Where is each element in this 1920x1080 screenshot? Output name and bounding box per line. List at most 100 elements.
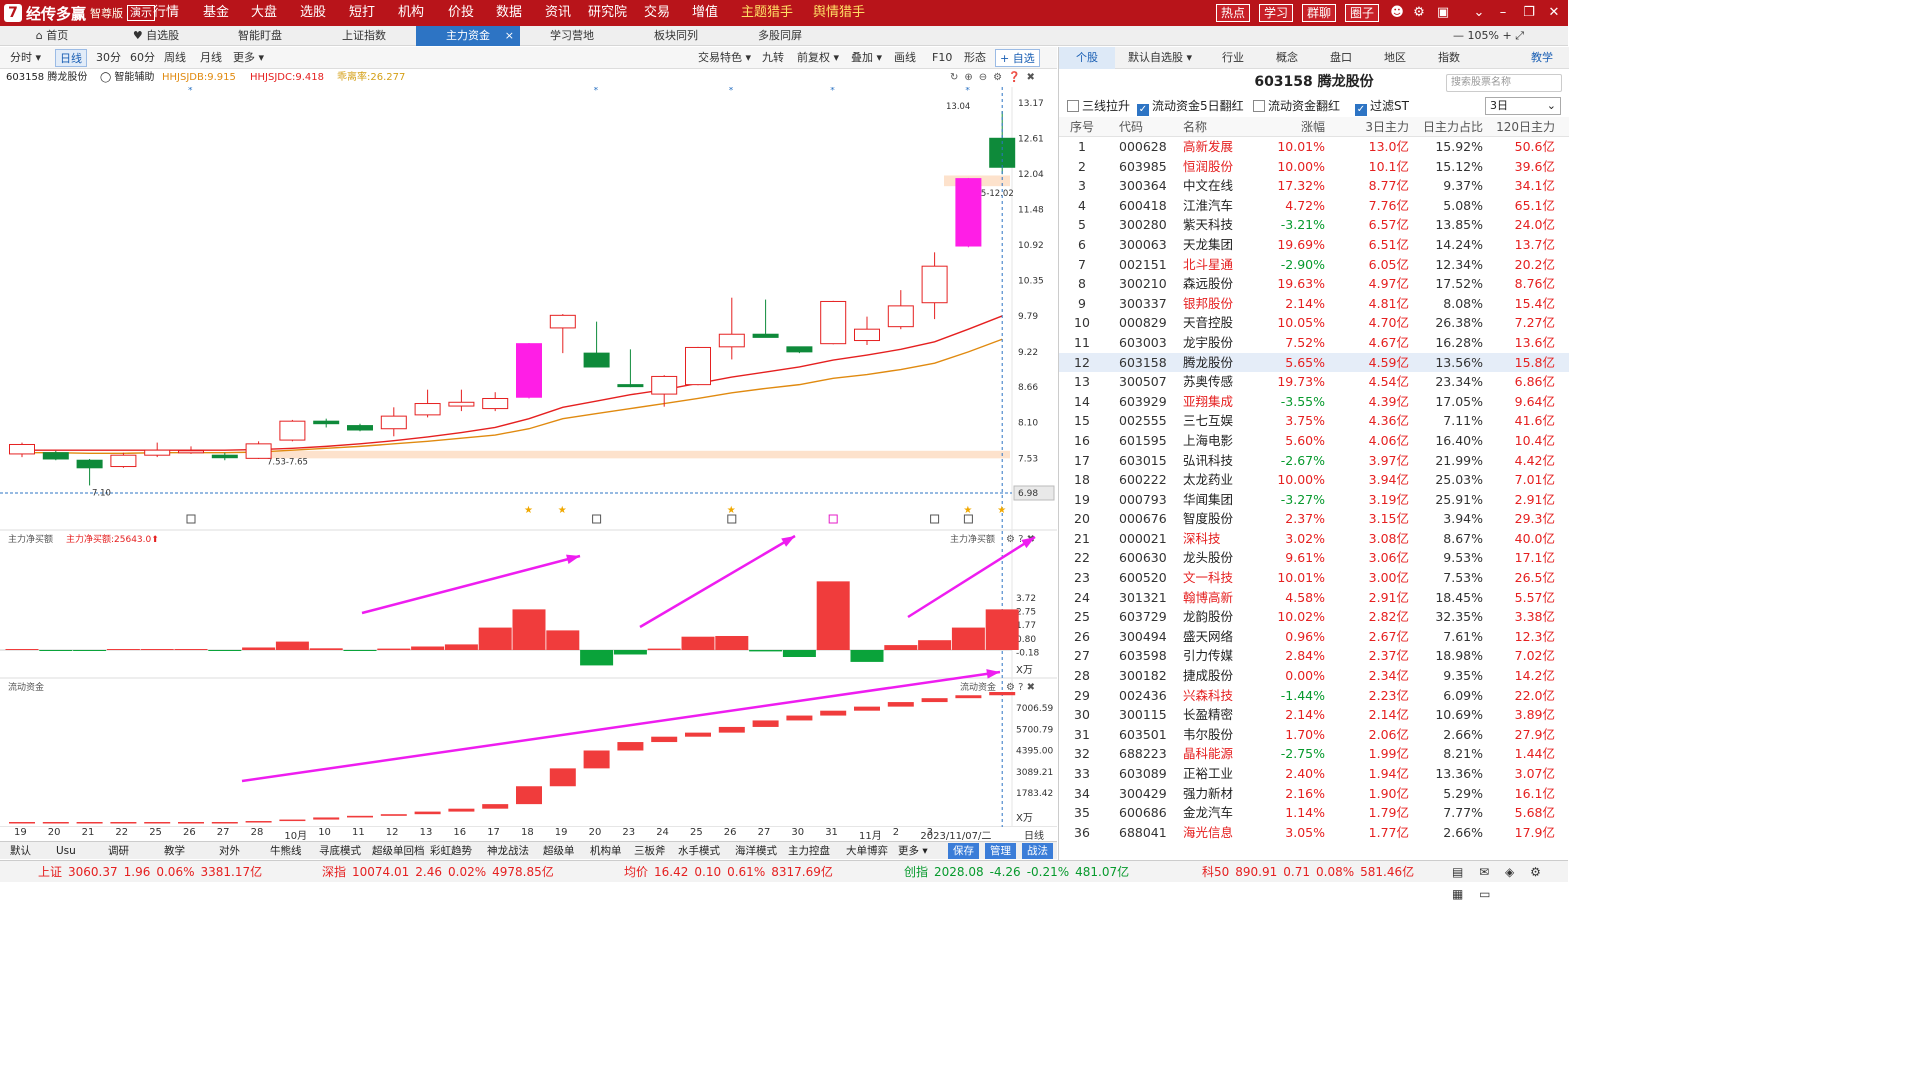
table-row[interactable]: 1 000628 高新发展 10.01% 13.0亿 15.92% 50.6亿 bbox=[1059, 137, 1569, 157]
table-row[interactable]: 3 300364 中文在线 17.32% 8.77亿 9.37% 34.1亿 bbox=[1059, 176, 1569, 196]
strategy-tab-14[interactable]: 海洋模式 bbox=[735, 842, 777, 860]
table-row[interactable]: 28 300182 捷成股份 0.00% 2.34亿 9.35% 14.2亿 bbox=[1059, 666, 1569, 686]
event-icon[interactable] bbox=[828, 514, 838, 524]
chevron-down-icon[interactable]: ⌄ bbox=[1473, 5, 1485, 20]
table-row[interactable]: 33 603089 正裕工业 2.40% 1.94亿 13.36% 3.07亿 bbox=[1059, 764, 1569, 784]
column-header-0[interactable]: 序号 bbox=[1069, 120, 1094, 134]
table-row[interactable]: 22 600630 龙头股份 9.61% 3.06亿 9.53% 17.1亿 bbox=[1059, 548, 1569, 568]
table-row[interactable]: 16 601595 上海电影 5.60% 4.06亿 16.40% 10.4亿 bbox=[1059, 431, 1569, 451]
layout-icon[interactable]: ▣ bbox=[1436, 5, 1450, 20]
hunter-menu-0[interactable]: 主题猎手 bbox=[741, 5, 794, 20]
strategy-tab-2[interactable]: 调研 bbox=[108, 842, 129, 860]
restore-icon[interactable]: ❐ bbox=[1523, 5, 1535, 20]
strategy-tab-8[interactable]: 彩虹趋势 bbox=[430, 842, 472, 860]
tab-0[interactable]: ⌂ 首页 bbox=[0, 26, 104, 46]
event-icon[interactable] bbox=[592, 514, 602, 524]
menu-11[interactable]: 增值 bbox=[692, 5, 719, 20]
minimize-icon[interactable]: – bbox=[1499, 5, 1507, 20]
strategy-tab-17[interactable]: 更多 ▾ bbox=[898, 842, 928, 860]
table-row[interactable]: 9 300337 银邦股份 2.14% 4.81亿 8.08% 15.4亿 bbox=[1059, 294, 1569, 314]
table-row[interactable]: 29 002436 兴森科技 -1.44% 2.23亿 6.09% 22.0亿 bbox=[1059, 686, 1569, 706]
table-row[interactable]: 25 603729 龙韵股份 10.02% 2.82亿 32.35% 3.38亿 bbox=[1059, 607, 1569, 627]
strategy-tab-9[interactable]: 神龙战法 bbox=[487, 842, 529, 860]
menu-5[interactable]: 机构 bbox=[398, 5, 425, 20]
column-header-2[interactable]: 名称 bbox=[1183, 120, 1208, 134]
zoom-minus-icon[interactable]: — bbox=[1453, 29, 1465, 42]
bottom-action-1[interactable]: 管理 bbox=[985, 843, 1016, 859]
right-tab-5[interactable]: 地区 bbox=[1367, 47, 1423, 69]
index-ticker-0[interactable]: 上证 3060.37 1.96 0.06% 3381.17亿 bbox=[38, 861, 268, 883]
strategy-tab-0[interactable]: 默认 bbox=[10, 842, 31, 860]
close-icon[interactable]: ✕ bbox=[1548, 5, 1560, 20]
index-ticker-4[interactable]: 科50 890.91 0.71 0.08% 581.46亿 bbox=[1202, 861, 1420, 883]
table-row[interactable]: 34 300429 强力新材 2.16% 1.90亿 5.29% 16.1亿 bbox=[1059, 784, 1569, 804]
menu-1[interactable]: 基金 bbox=[203, 5, 230, 20]
tab-3[interactable]: 上证指数 bbox=[312, 26, 416, 46]
right-tab-6[interactable]: 指数 bbox=[1421, 47, 1477, 69]
table-row[interactable]: 2 603985 恒润股份 10.00% 10.1亿 15.12% 39.6亿 bbox=[1059, 157, 1569, 177]
gear-icon[interactable]: ⚙ bbox=[1413, 5, 1425, 20]
bottom-action-2[interactable]: 战法 bbox=[1022, 843, 1053, 859]
group-chat-button[interactable]: 群聊 bbox=[1302, 4, 1337, 22]
status-tools[interactable]: ▤ ✉ ◈ ⚙ ▦ ▭ bbox=[1452, 865, 1547, 901]
tab-2[interactable]: 智能盯盘 bbox=[208, 26, 312, 46]
strategy-tab-1[interactable]: Usu bbox=[56, 842, 76, 860]
menu-8[interactable]: 资讯 bbox=[545, 5, 572, 20]
table-row[interactable]: 11 603003 龙宇股份 7.52% 4.67亿 16.28% 13.6亿 bbox=[1059, 333, 1569, 353]
strategy-tab-16[interactable]: 大单博弈 bbox=[846, 842, 888, 860]
right-tab-2[interactable]: 行业 bbox=[1205, 47, 1261, 69]
strategy-tab-5[interactable]: 牛熊线 bbox=[270, 842, 302, 860]
filter-checkbox-3[interactable]: ✓ 过滤ST bbox=[1355, 95, 1409, 117]
table-row[interactable]: 10 000829 天音控股 10.05% 4.70亿 26.38% 7.27亿 bbox=[1059, 313, 1569, 333]
stock-search-input[interactable]: 搜索股票名称 bbox=[1446, 74, 1562, 92]
add-watchlist-button[interactable]: + 自选 bbox=[995, 49, 1040, 67]
right-tab-0[interactable]: 个股 bbox=[1059, 47, 1115, 69]
tab-4[interactable]: 主力资金 × bbox=[416, 26, 520, 46]
table-row[interactable]: 32 688223 晶科能源 -2.75% 1.99亿 8.21% 1.44亿 bbox=[1059, 744, 1569, 764]
tool-button-2[interactable]: 前复权 ▾ bbox=[793, 49, 843, 67]
table-row[interactable]: 4 600418 江淮汽车 4.72% 7.76亿 5.08% 65.1亿 bbox=[1059, 196, 1569, 216]
table-row[interactable]: 18 600222 太龙药业 10.00% 3.94亿 25.03% 7.01亿 bbox=[1059, 470, 1569, 490]
menu-10[interactable]: 交易 bbox=[644, 5, 671, 20]
strategy-tab-15[interactable]: 主力控盘 bbox=[788, 842, 830, 860]
table-row[interactable]: 8 300210 森远股份 19.63% 4.97亿 17.52% 8.76亿 bbox=[1059, 274, 1569, 294]
menu-7[interactable]: 数据 bbox=[496, 5, 523, 20]
hunter-menu-1[interactable]: 舆情猎手 bbox=[813, 5, 866, 20]
user-icon[interactable]: ☻ bbox=[1390, 5, 1404, 20]
table-row[interactable]: 13 300507 苏奥传感 19.73% 4.54亿 23.34% 6.86亿 bbox=[1059, 372, 1569, 392]
panel-controls[interactable]: ⚙ ? ✖ bbox=[1006, 682, 1035, 693]
table-row[interactable]: 20 000676 智度股份 2.37% 3.15亿 3.94% 29.3亿 bbox=[1059, 509, 1569, 529]
index-ticker-2[interactable]: 均价 16.42 0.10 0.61% 8317.69亿 bbox=[624, 861, 839, 883]
column-header-4[interactable]: 3日主力 bbox=[1365, 120, 1409, 134]
circle-button[interactable]: 圈子 bbox=[1345, 4, 1380, 22]
strategy-tab-6[interactable]: 寻底模式 bbox=[319, 842, 361, 860]
filter-checkbox-1[interactable]: ✓ 流动资金5日翻红 bbox=[1137, 95, 1244, 117]
period-button-4[interactable]: 周线 bbox=[160, 49, 190, 67]
table-row[interactable]: 17 603015 弘讯科技 -2.67% 3.97亿 21.99% 4.42亿 bbox=[1059, 451, 1569, 471]
table-row[interactable]: 26 300494 盛天网络 0.96% 2.67亿 7.61% 12.3亿 bbox=[1059, 627, 1569, 647]
strategy-tab-3[interactable]: 教学 bbox=[164, 842, 185, 860]
smart-assist-toggle[interactable]: ◯ 智能辅助 bbox=[100, 72, 155, 83]
table-row[interactable]: 35 600686 金龙汽车 1.14% 1.79亿 7.77% 5.68亿 bbox=[1059, 803, 1569, 823]
expand-icon[interactable]: ⤢ bbox=[1515, 29, 1524, 42]
table-row[interactable]: 7 002151 北斗星通 -2.90% 6.05亿 12.34% 20.2亿 bbox=[1059, 255, 1569, 275]
strategy-tab-10[interactable]: 超级单 bbox=[543, 842, 575, 860]
hot-button[interactable]: 热点 bbox=[1216, 4, 1251, 22]
right-tab-4[interactable]: 盘口 bbox=[1313, 47, 1369, 69]
zoom-plus-icon[interactable]: + bbox=[1502, 29, 1512, 42]
teach-button[interactable]: 教学 bbox=[1531, 51, 1553, 64]
tab-6[interactable]: 板块同列 bbox=[624, 26, 728, 46]
bottom-action-0[interactable]: 保存 bbox=[948, 843, 979, 859]
table-row[interactable]: 31 603501 韦尔股份 1.70% 2.06亿 2.66% 27.9亿 bbox=[1059, 725, 1569, 745]
strategy-tab-12[interactable]: 三板斧 bbox=[634, 842, 666, 860]
table-row[interactable]: 6 300063 天龙集团 19.69% 6.51亿 14.24% 13.7亿 bbox=[1059, 235, 1569, 255]
tool-button-0[interactable]: 交易特色 ▾ bbox=[694, 49, 755, 67]
menu-3[interactable]: 选股 bbox=[300, 5, 327, 20]
event-icon[interactable] bbox=[186, 514, 196, 524]
tab-1[interactable]: ♥ 自选股 bbox=[104, 26, 208, 46]
table-row[interactable]: 21 000021 深科技 3.02% 3.08亿 8.67% 40.0亿 bbox=[1059, 529, 1569, 549]
menu-6[interactable]: 价投 bbox=[448, 5, 475, 20]
column-header-1[interactable]: 代码 bbox=[1119, 120, 1144, 134]
tool-button-1[interactable]: 九转 bbox=[758, 49, 788, 67]
index-ticker-1[interactable]: 深指 10074.01 2.46 0.02% 4978.85亿 bbox=[322, 861, 560, 883]
